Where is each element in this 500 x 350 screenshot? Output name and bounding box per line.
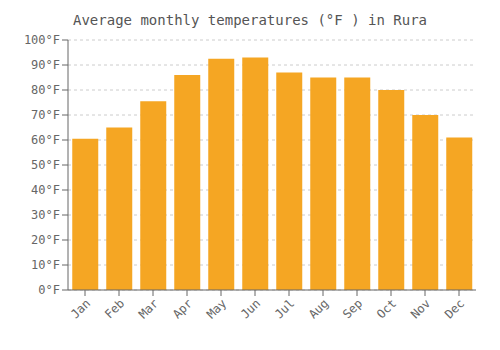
svg-text:Oct: Oct (374, 296, 399, 321)
svg-text:90°F: 90°F (31, 58, 60, 72)
svg-text:Jan: Jan (68, 296, 93, 321)
svg-text:Feb: Feb (102, 296, 127, 321)
svg-text:May: May (204, 296, 229, 321)
svg-text:Jun: Jun (238, 296, 263, 321)
html-text:Average monthly temperatures (: Average monthly temperatures (°F ) in Ru… (73, 12, 427, 28)
svg-text:Nov: Nov (408, 296, 433, 321)
svg-text:50°F: 50°F (31, 158, 60, 172)
svg-text:Sep: Sep (340, 296, 365, 321)
svg-text:60°F: 60°F (31, 133, 60, 147)
svg-text:Mar: Mar (136, 296, 161, 321)
svg-text:100°F: 100°F (24, 33, 60, 47)
svg-text:0°F: 0°F (38, 283, 60, 297)
svg-text:Aug: Aug (306, 296, 331, 321)
svg-text:40°F: 40°F (31, 183, 60, 197)
svg-text:Apr: Apr (170, 296, 195, 321)
svg-text:80°F: 80°F (31, 83, 60, 97)
svg-text:30°F: 30°F (31, 208, 60, 222)
svg-text:Dec: Dec (442, 296, 467, 321)
svg-text:70°F: 70°F (31, 108, 60, 122)
svg-text:20°F: 20°F (31, 233, 60, 247)
svg-text:10°F: 10°F (31, 258, 60, 272)
svg-text:Jul: Jul (272, 296, 297, 321)
